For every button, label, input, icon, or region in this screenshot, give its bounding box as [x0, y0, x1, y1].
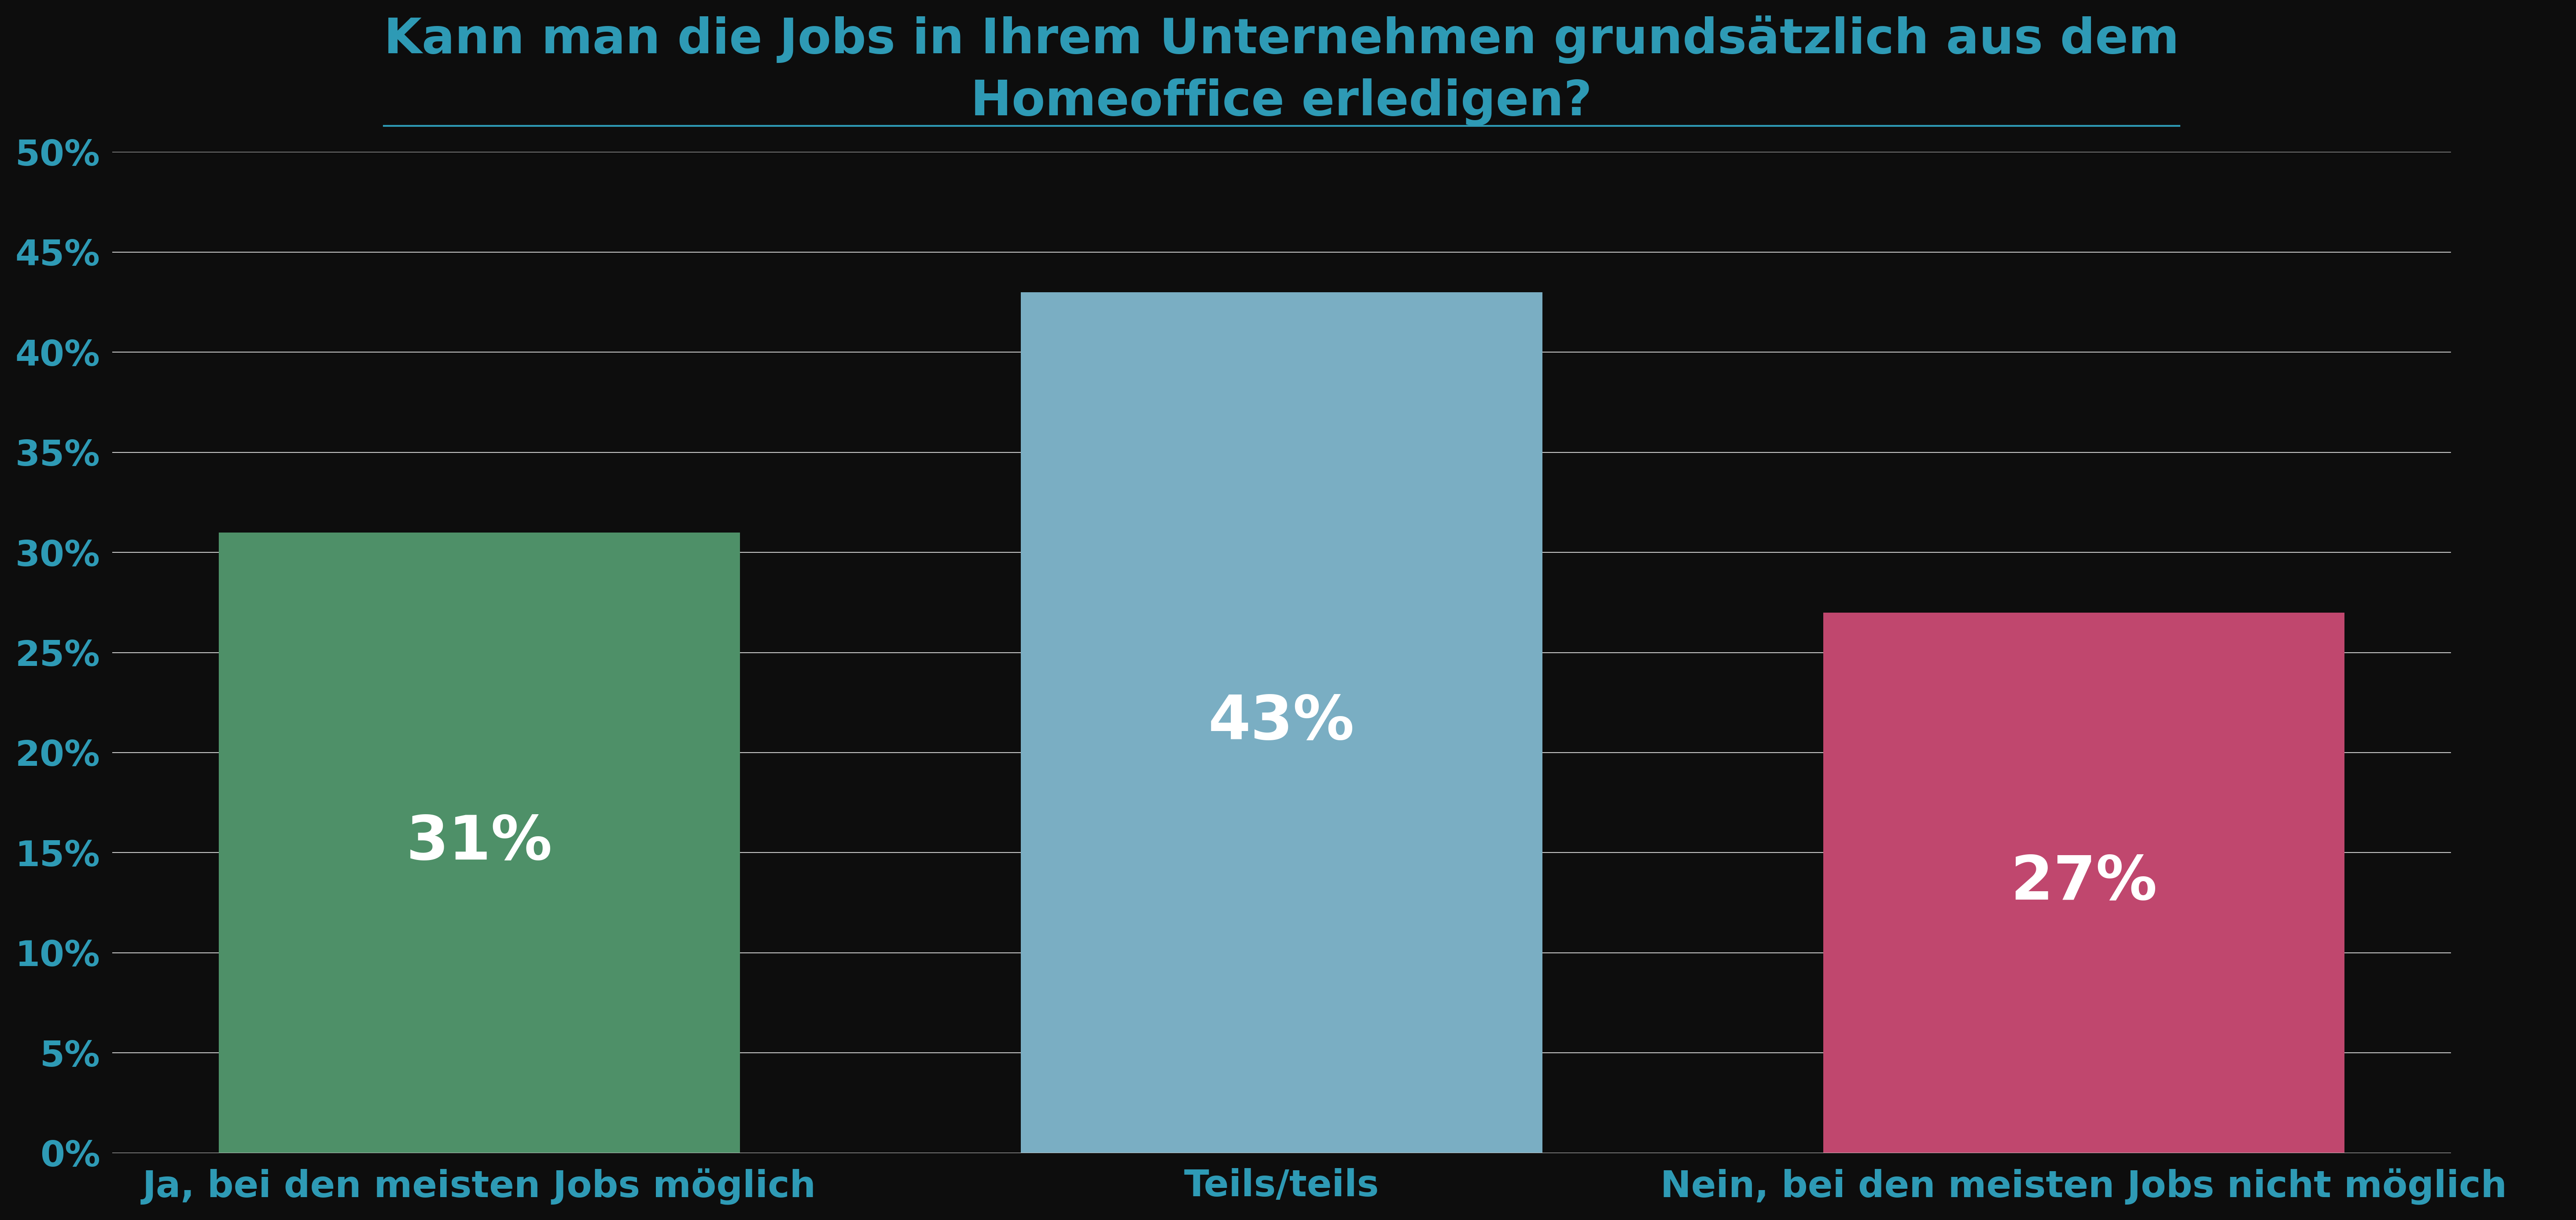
Text: 31%: 31% [407, 813, 551, 872]
Text: 43%: 43% [1208, 693, 1355, 753]
Title: Kann man die Jobs in Ihrem Unternehmen grundsätzlich aus dem
Homeoffice erledige: Kann man die Jobs in Ihrem Unternehmen g… [384, 16, 2179, 126]
Bar [1824, 612, 2344, 1153]
Text: 27%: 27% [2012, 853, 2156, 913]
Bar [219, 532, 739, 1153]
Bar [1020, 292, 1543, 1153]
